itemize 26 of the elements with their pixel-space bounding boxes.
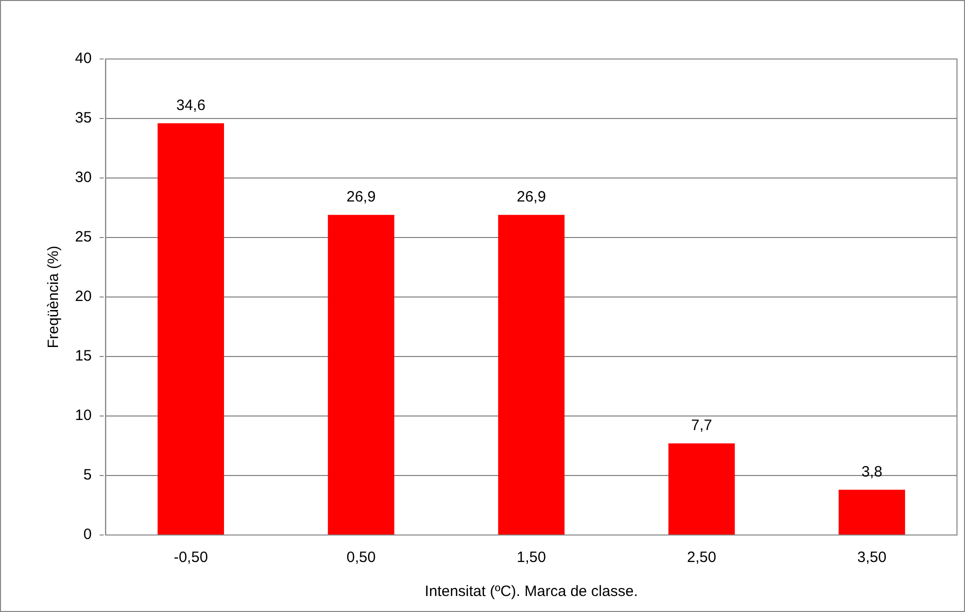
x-tick-label: -0,50 — [174, 549, 208, 566]
data-label: 3,8 — [861, 463, 882, 480]
x-tick-label: 1,50 — [516, 549, 546, 566]
y-tick-label: 30 — [74, 169, 92, 186]
y-tick-label: 10 — [74, 407, 92, 424]
x-tick-label: 3,50 — [857, 549, 886, 566]
y-tick-label: 0 — [83, 526, 92, 544]
y-tick-label: 5 — [83, 466, 92, 484]
data-label: 26,9 — [346, 188, 376, 206]
x-tick-label: 2,50 — [687, 549, 716, 566]
y-tick-label: 15 — [74, 348, 92, 365]
data-label: 7,7 — [691, 417, 712, 434]
y-tick-label: 35 — [74, 110, 92, 127]
x-tick-label: 0,50 — [346, 549, 376, 566]
bar — [668, 443, 735, 534]
y-tick-label: 25 — [74, 228, 92, 246]
y-axis-title: Freqüència (%) — [45, 246, 62, 348]
data-label: 26,9 — [516, 188, 546, 206]
bar — [498, 214, 565, 534]
x-axis-title: Intensitat (ºC). Marca de classe. — [424, 583, 638, 600]
y-tick-label: 20 — [74, 288, 92, 306]
bar — [158, 123, 224, 534]
y-tick-label: 40 — [74, 50, 92, 68]
bar — [838, 490, 906, 534]
bar — [328, 214, 394, 534]
data-label: 34,6 — [176, 96, 206, 114]
